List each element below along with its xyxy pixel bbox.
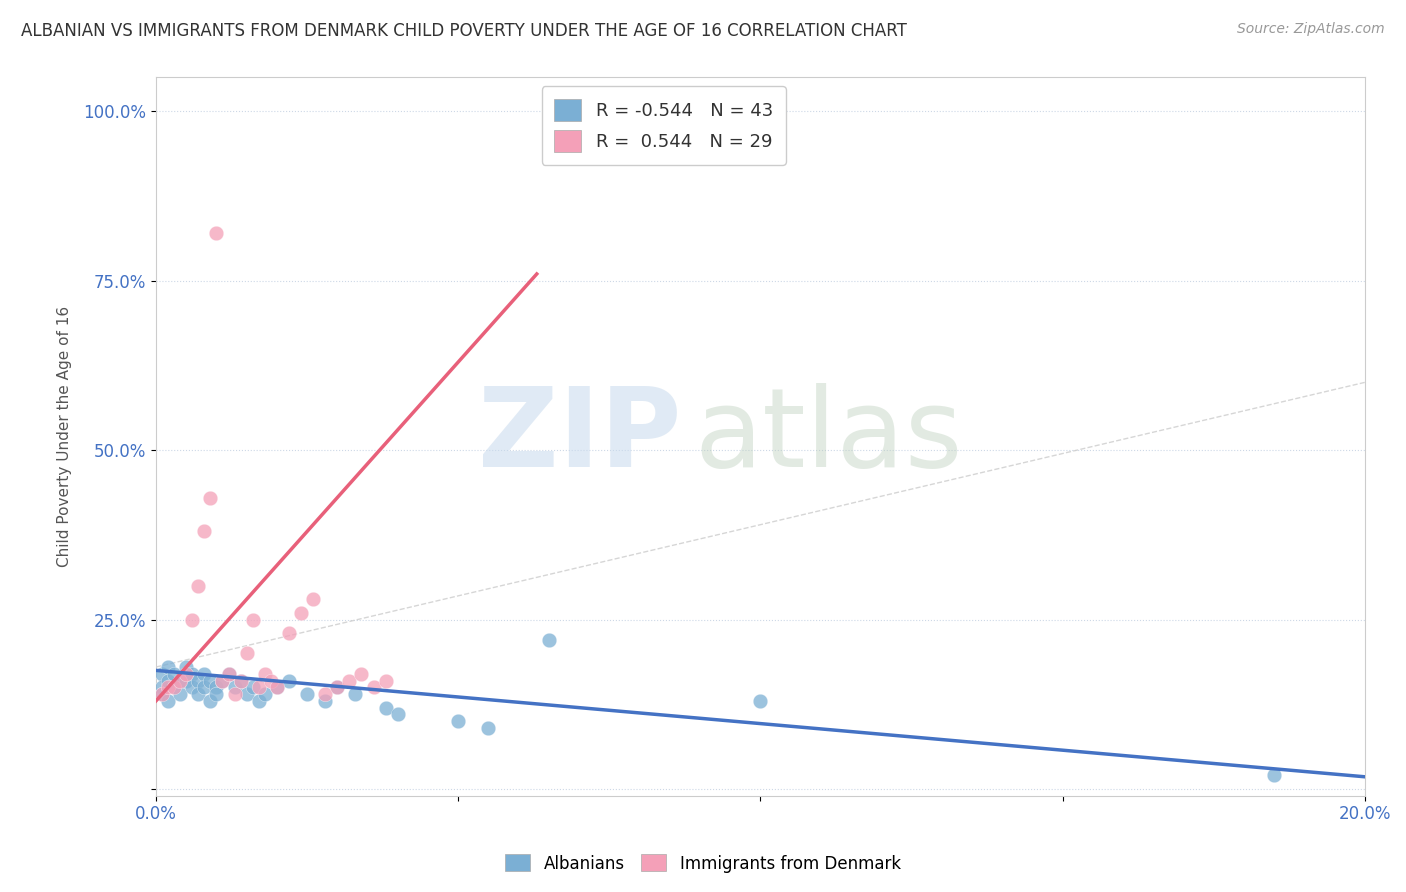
Point — [218, 666, 240, 681]
Point — [290, 606, 312, 620]
Point — [174, 666, 197, 681]
Y-axis label: Child Poverty Under the Age of 16: Child Poverty Under the Age of 16 — [58, 306, 72, 567]
Point — [193, 524, 215, 539]
Point — [1263, 768, 1285, 782]
Point — [150, 681, 173, 695]
Point — [537, 632, 560, 647]
Point — [187, 687, 209, 701]
Point — [374, 700, 396, 714]
Point — [211, 673, 233, 688]
Point — [278, 626, 301, 640]
Point — [314, 694, 336, 708]
Point — [447, 714, 470, 729]
Point — [169, 673, 191, 688]
Point — [193, 681, 215, 695]
Point — [339, 673, 361, 688]
Point — [150, 687, 173, 701]
Point — [326, 681, 349, 695]
Point — [187, 673, 209, 688]
Point — [477, 721, 499, 735]
Point — [163, 666, 186, 681]
Point — [387, 707, 409, 722]
Point — [193, 666, 215, 681]
Point — [374, 673, 396, 688]
Point — [218, 666, 240, 681]
Point — [247, 694, 270, 708]
Text: ALBANIAN VS IMMIGRANTS FROM DENMARK CHILD POVERTY UNDER THE AGE OF 16 CORRELATIO: ALBANIAN VS IMMIGRANTS FROM DENMARK CHIL… — [21, 22, 907, 40]
Point — [247, 681, 270, 695]
Point — [150, 687, 173, 701]
Point — [157, 673, 180, 688]
Point — [200, 694, 222, 708]
Point — [260, 673, 283, 688]
Point — [242, 681, 264, 695]
Point — [157, 681, 180, 695]
Point — [266, 681, 288, 695]
Text: ZIP: ZIP — [478, 383, 682, 490]
Point — [363, 681, 385, 695]
Point — [169, 687, 191, 701]
Text: atlas: atlas — [695, 383, 962, 490]
Point — [174, 673, 197, 688]
Point — [253, 666, 276, 681]
Point — [181, 681, 204, 695]
Point — [253, 687, 276, 701]
Point — [157, 660, 180, 674]
Point — [235, 687, 257, 701]
Point — [169, 673, 191, 688]
Point — [242, 613, 264, 627]
Point — [205, 687, 228, 701]
Point — [302, 592, 325, 607]
Legend: Albanians, Immigrants from Denmark: Albanians, Immigrants from Denmark — [499, 847, 907, 880]
Point — [295, 687, 318, 701]
Point — [224, 687, 246, 701]
Point — [174, 660, 197, 674]
Point — [229, 673, 252, 688]
Point — [150, 666, 173, 681]
Point — [205, 681, 228, 695]
Point — [344, 687, 367, 701]
Point — [235, 647, 257, 661]
Point — [205, 227, 228, 241]
Point — [187, 579, 209, 593]
Point — [314, 687, 336, 701]
Point — [163, 681, 186, 695]
Point — [350, 666, 373, 681]
Point — [211, 673, 233, 688]
Point — [278, 673, 301, 688]
Point — [266, 681, 288, 695]
Point — [200, 491, 222, 505]
Point — [749, 694, 772, 708]
Text: Source: ZipAtlas.com: Source: ZipAtlas.com — [1237, 22, 1385, 37]
Point — [200, 673, 222, 688]
Point — [229, 673, 252, 688]
Point — [163, 681, 186, 695]
Point — [326, 681, 349, 695]
Point — [181, 613, 204, 627]
Point — [224, 681, 246, 695]
Point — [181, 666, 204, 681]
Point — [157, 694, 180, 708]
Legend: R = -0.544   N = 43, R =  0.544   N = 29: R = -0.544 N = 43, R = 0.544 N = 29 — [541, 87, 786, 165]
